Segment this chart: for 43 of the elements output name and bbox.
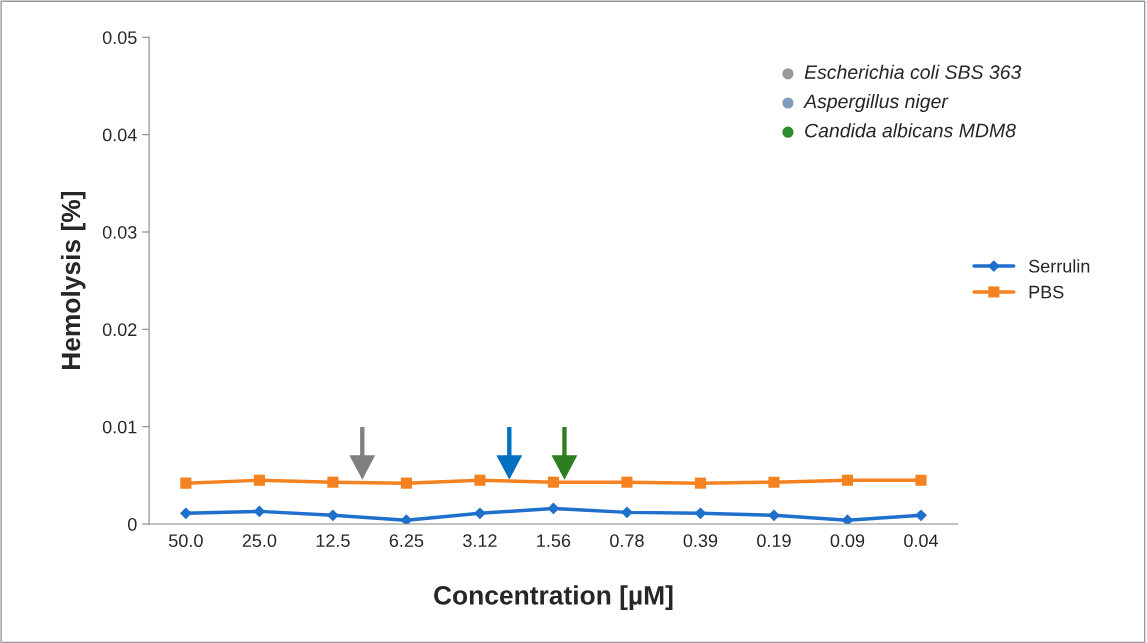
x-tick-label: 1.56 [537,534,571,548]
x-tick-label: 12.5 [316,534,350,548]
point [621,506,633,519]
point [253,474,265,486]
x-tick-label: 6.25 [389,534,424,548]
x-tick-label: 3.12 [463,534,497,548]
x-tick-label: 0.78 [610,534,644,548]
x-tick-label: 25.0 [242,534,277,548]
x-tick-label: 50.0 [169,534,203,548]
y-axis-title: Hemolysis [%] [60,191,86,370]
x-tick-label: 0.39 [683,534,718,548]
y-tick-label: 0 [127,517,137,531]
point [621,476,633,488]
point [400,514,413,525]
y-tick-label: 0.04 [102,128,137,142]
annotation: Escherichia coli SBS 363 [804,64,1022,80]
point [768,509,780,522]
point [915,509,927,522]
annotation: Aspergillus niger [803,93,949,113]
x-axis-title: Concentration [µM] [434,585,673,610]
point [327,476,339,488]
point [400,477,412,489]
y-tick-label: 0.03 [102,225,137,239]
x-tick-label: 0.09 [830,534,865,548]
point [547,476,559,488]
point [179,507,192,520]
annotation: Candida albicans MDM8 [805,123,1016,138]
point [694,477,707,489]
point [180,477,192,489]
legend-label: Serrulin [1028,259,1090,273]
point [841,474,854,486]
point [474,507,486,520]
y-tick-label: 0.05 [102,31,137,45]
point [474,474,486,486]
y-tick-label: 0.02 [102,323,137,337]
x-tick-label: 0.19 [757,534,791,548]
legend-label: PBS [1029,285,1064,299]
y-tick-label: 0.01 [102,420,137,434]
point [841,514,854,525]
point [915,474,927,486]
point [327,509,339,522]
point [768,476,780,488]
x-tick-label: 0.04 [904,534,939,548]
